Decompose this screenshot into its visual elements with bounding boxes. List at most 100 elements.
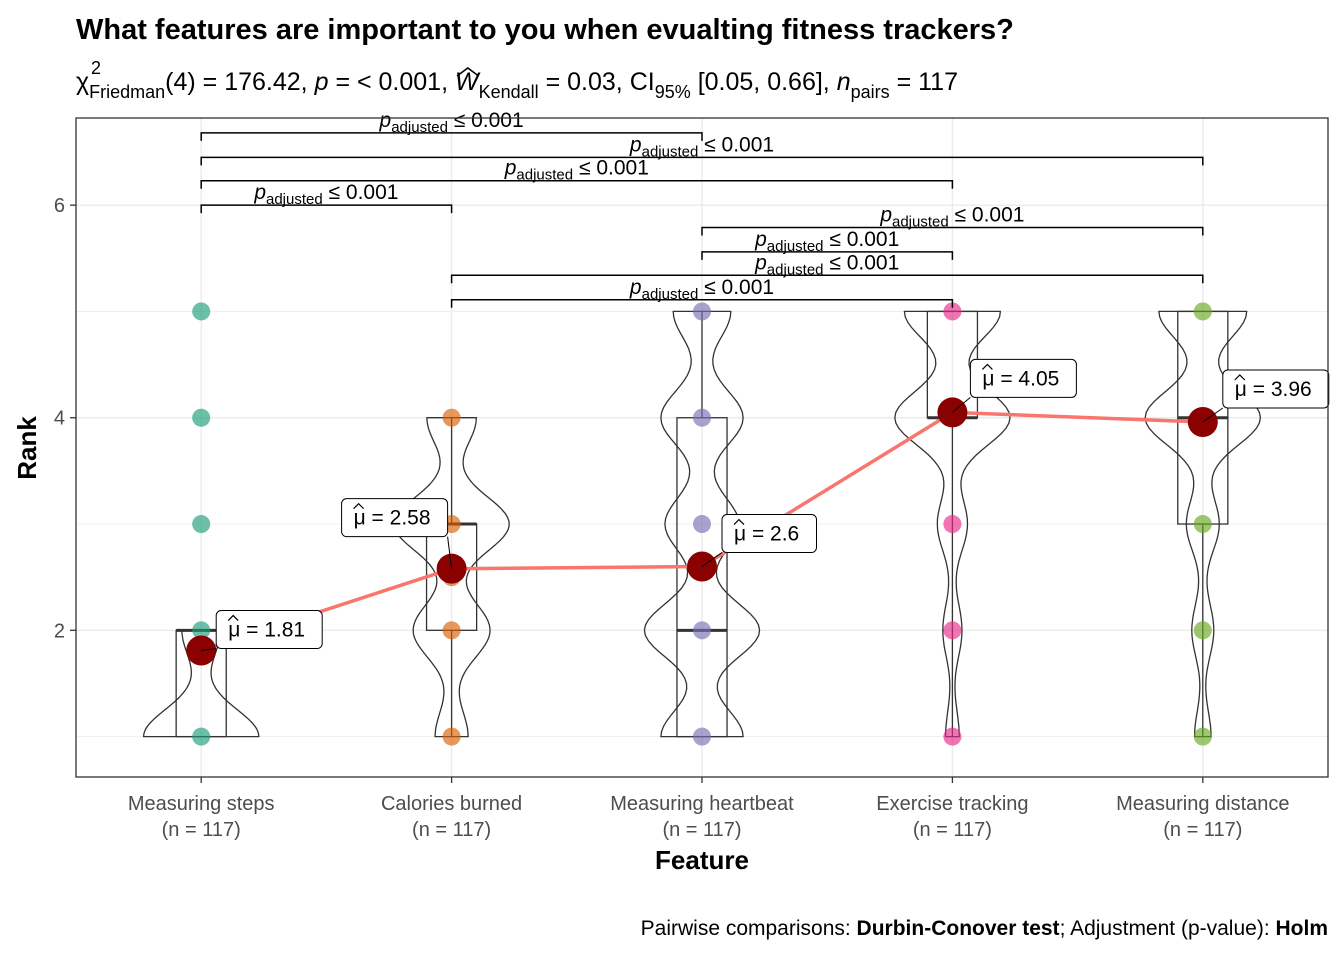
data-point	[943, 727, 962, 746]
mean-label-leader	[201, 648, 217, 652]
data-point	[943, 302, 962, 321]
data-point	[693, 727, 711, 746]
data-point	[442, 621, 461, 640]
mean-hat-mark	[733, 518, 745, 525]
mean-labels: μ = 1.81 μ = 2.58 μ = 2.6 μ = 4.05 μ = 3.96	[201, 358, 1330, 652]
comparison-p-label: padjusted ≤ 0.001	[379, 109, 524, 136]
comparison-bracket	[701, 226, 1204, 236]
mean-label-leader	[952, 397, 971, 413]
mean-hat-mark	[227, 614, 239, 621]
caption-method: Holm	[1276, 917, 1329, 940]
plot-panel: μ = 1.81μ = 2.58μ = 2.6μ = 4.05 μ = 3.96 …	[75, 109, 1330, 778]
data-point-overlap	[693, 515, 711, 534]
data-point	[943, 621, 962, 640]
violin	[393, 417, 510, 738]
data-point	[1193, 727, 1212, 746]
y-axis-label: Rank	[12, 416, 42, 480]
data-point	[1193, 515, 1212, 534]
comparison-p-label: padjusted ≤ 0.001	[754, 228, 899, 255]
caption-test: Durbin-Conover test	[857, 917, 1060, 940]
x-tick-label: Measuring steps	[128, 793, 275, 815]
x-axis: Measuring steps (n = 117) Calories burned (…	[128, 777, 1290, 841]
comparison-bracket	[701, 251, 954, 260]
data-point	[442, 408, 461, 427]
data-point-overlap	[693, 408, 711, 427]
w-text: = 0.03, CI	[546, 68, 655, 96]
mean-label: μ = 2.58	[354, 507, 431, 530]
ci-text: [0.05, 0.66],	[698, 68, 830, 96]
chi-symbol: χ	[76, 68, 89, 96]
data-point-overlap	[442, 727, 461, 746]
mean-label: μ = 3.96	[1235, 378, 1312, 401]
y-axis: 2 4 6	[54, 195, 76, 642]
x-tick-n-label: (n = 117)	[662, 819, 741, 841]
data-point-overlap	[1193, 727, 1212, 746]
mean-hat-mark	[353, 502, 365, 510]
data-point	[1193, 621, 1212, 640]
comparison-p-label: padjusted ≤ 0.001	[629, 133, 774, 160]
x-tick-n-label: (n = 117)	[162, 819, 241, 841]
n-subscript: pairs	[851, 82, 890, 102]
p-symbol: p	[314, 68, 329, 96]
data-point	[192, 302, 211, 321]
y-tick-label: 2	[54, 620, 65, 642]
y-tick-label: 4	[54, 408, 65, 430]
data-point-overlap	[693, 727, 711, 746]
mean-label: μ = 4.05	[982, 367, 1059, 390]
mean-hat-mark	[981, 363, 993, 370]
mean-label-box	[215, 610, 323, 650]
comparison-bracket	[450, 274, 1204, 284]
data-point-overlap	[943, 621, 962, 640]
comparison-p-label: padjusted ≤ 0.001	[253, 181, 398, 208]
data-point-overlap	[192, 515, 211, 534]
data-point-overlap	[693, 302, 711, 321]
n-symbol: n	[837, 68, 851, 96]
n-text: = 117	[897, 68, 958, 96]
data-point-overlap	[943, 302, 962, 321]
comparison-bracket	[450, 299, 954, 308]
data-point	[693, 621, 711, 640]
x-tick-label: Measuring distance	[1116, 793, 1289, 815]
caption-prefix: Pairwise comparisons:	[641, 917, 857, 940]
data-point-overlap	[192, 727, 211, 746]
data-point	[693, 408, 711, 427]
chi-superscript: 2	[91, 58, 101, 78]
comparison-bracket	[200, 179, 954, 189]
mean-label-box	[721, 514, 817, 554]
df-text: (4) = 176.42,	[165, 68, 307, 96]
data-point-overlap	[1193, 515, 1212, 534]
mean-label-box	[1222, 369, 1330, 409]
comparison-bracket	[200, 132, 703, 141]
mean-label-box	[341, 498, 449, 538]
data-point	[943, 515, 962, 534]
data-point-overlap	[943, 727, 962, 746]
data-point-overlap	[693, 621, 711, 640]
x-tick-label: Measuring heartbeat	[610, 793, 794, 815]
comparison-p-label: padjusted ≤ 0.001	[754, 251, 899, 278]
data-point-overlap	[192, 408, 211, 427]
chart-title: What features are important to you when …	[76, 14, 1014, 46]
w-symbol: W	[455, 68, 481, 96]
mean-label-box	[969, 358, 1077, 398]
data-point	[1193, 302, 1212, 321]
data-point	[192, 621, 211, 640]
violin	[894, 310, 1011, 738]
comparison-bracket	[200, 156, 1204, 166]
data-point	[192, 727, 211, 746]
chart-caption: Pairwise comparisons: Durbin-Conover tes…	[641, 917, 1328, 940]
p-text: = < 0.001,	[335, 68, 448, 96]
data-point	[192, 515, 211, 534]
data-point-overlap	[442, 621, 461, 640]
data-point	[192, 408, 211, 427]
y-tick-label: 6	[54, 195, 65, 217]
mean-label-leader	[1202, 407, 1224, 423]
mean-label-leader	[701, 552, 723, 567]
x-tick-label: Calories burned	[381, 793, 522, 815]
data-point	[442, 727, 461, 746]
data-point	[693, 302, 711, 321]
violin	[1144, 310, 1262, 738]
data-point-overlap	[943, 515, 962, 534]
comparison-bracket	[200, 204, 453, 214]
